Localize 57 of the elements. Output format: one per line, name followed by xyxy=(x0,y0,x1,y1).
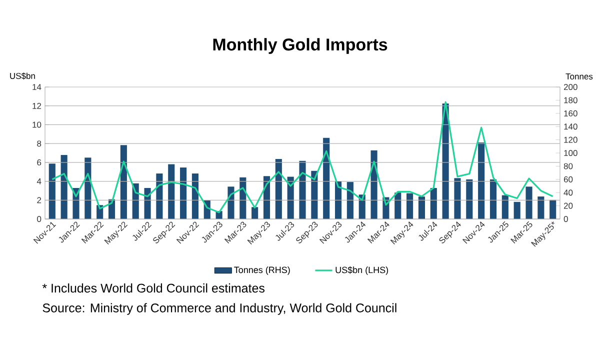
bar xyxy=(168,164,175,219)
legend-label: US$bn (LHS) xyxy=(336,266,388,275)
y-tick-label: 2 xyxy=(37,197,42,204)
line-series xyxy=(51,101,554,214)
y-tick-label: 8 xyxy=(37,140,42,147)
y2-tick-label: 60 xyxy=(564,176,573,182)
y2-tick-label: 0 xyxy=(564,216,568,222)
bar xyxy=(526,186,532,219)
y2-tick-label: 40 xyxy=(564,190,573,196)
legend-label: Tonnes (RHS) xyxy=(234,266,290,275)
bar xyxy=(311,170,318,219)
bar xyxy=(478,142,485,219)
y2-tick-label: 140 xyxy=(564,124,578,130)
bar xyxy=(514,202,520,219)
bar xyxy=(418,196,425,219)
y2-tick-label: 20 xyxy=(564,202,573,209)
y2-axis-title: Tonnes xyxy=(566,74,593,80)
bar xyxy=(60,154,68,219)
y-tick-label: 6 xyxy=(37,159,42,166)
y2-tick-label: 120 xyxy=(564,136,578,143)
bar xyxy=(228,186,234,219)
bar xyxy=(430,188,437,219)
bar xyxy=(275,158,282,219)
bar xyxy=(394,192,402,219)
bar xyxy=(156,173,163,219)
bar xyxy=(240,177,246,219)
y2-tick-label: 180 xyxy=(564,97,578,104)
bar xyxy=(346,182,354,219)
bar xyxy=(334,181,342,219)
bar xyxy=(454,178,461,219)
bar xyxy=(550,200,556,219)
y2-tick-label: 80 xyxy=(564,163,573,170)
y-tick-label: 14 xyxy=(32,84,42,90)
bar xyxy=(538,196,544,219)
bar xyxy=(406,193,414,219)
bar xyxy=(252,207,258,219)
bar xyxy=(120,145,127,219)
y-tick-label: 12 xyxy=(32,102,42,109)
bar xyxy=(263,176,270,219)
bar xyxy=(299,160,306,219)
text: * Includes World Gold Council estimates xyxy=(42,283,265,293)
bar xyxy=(180,168,187,219)
source-note: Source: Ministry of Commerce and Industry, World Gold Council xyxy=(42,303,396,315)
y-tick-label: 4 xyxy=(36,178,42,184)
bar xyxy=(502,195,508,219)
bar xyxy=(192,173,198,219)
y2-tick-label: 100 xyxy=(564,150,578,156)
bar xyxy=(490,179,497,219)
bar xyxy=(466,179,473,219)
bar xyxy=(144,188,151,219)
y2-tick-label: 160 xyxy=(564,110,578,116)
y2-tick-label: 200 xyxy=(564,84,578,90)
y-tick-label: 0 xyxy=(37,216,42,222)
chart-title: Monthly Gold Imports xyxy=(213,38,388,54)
y-tick-label: 10 xyxy=(32,122,42,128)
bar xyxy=(48,164,56,219)
y-axis-title: US$bn xyxy=(10,72,35,80)
